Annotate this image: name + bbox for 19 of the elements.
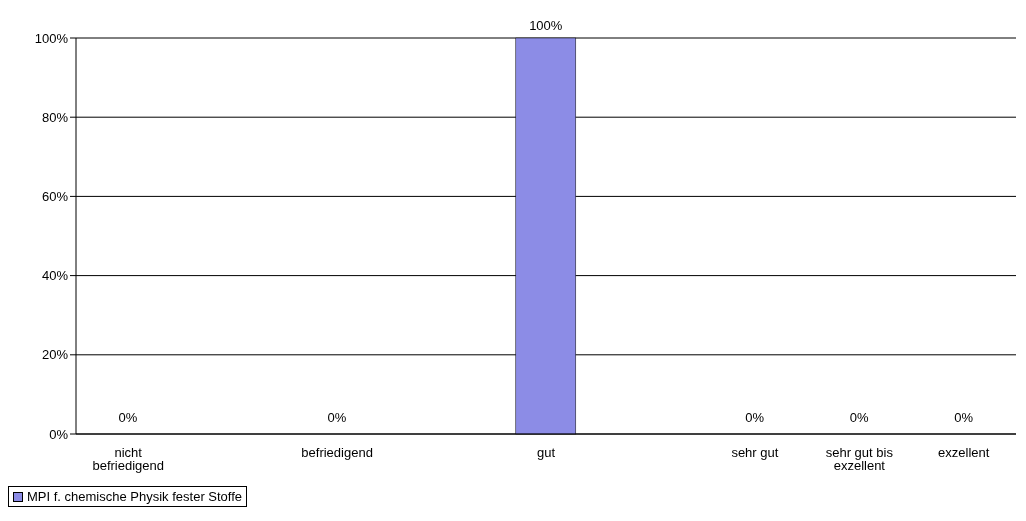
- y-tick-label: 100%: [34, 30, 69, 46]
- y-tick-label: 20%: [41, 347, 69, 363]
- data-label: 0%: [327, 410, 347, 425]
- x-tick-label: gut: [536, 445, 556, 461]
- y-tick-label: 40%: [41, 268, 69, 284]
- y-tick-label: 60%: [41, 189, 69, 205]
- y-tick-label: 80%: [41, 109, 69, 125]
- data-label: 0%: [745, 410, 765, 425]
- legend-label: MPI f. chemische Physik fester Stoffe: [27, 489, 243, 504]
- x-tick-label: sehr gut: [731, 445, 779, 461]
- data-label: 100%: [529, 18, 563, 33]
- x-tick-label: nicht befriedigend: [92, 445, 164, 474]
- x-tick-label: sehr gut bis exzellent: [825, 445, 894, 474]
- data-label: 0%: [118, 410, 138, 425]
- x-tick-label: exzellent: [938, 445, 990, 461]
- data-label: 0%: [954, 410, 974, 425]
- y-tick-label: 0%: [49, 426, 69, 442]
- data-label: 0%: [849, 410, 869, 425]
- x-tick-label: befriedigend: [301, 445, 373, 461]
